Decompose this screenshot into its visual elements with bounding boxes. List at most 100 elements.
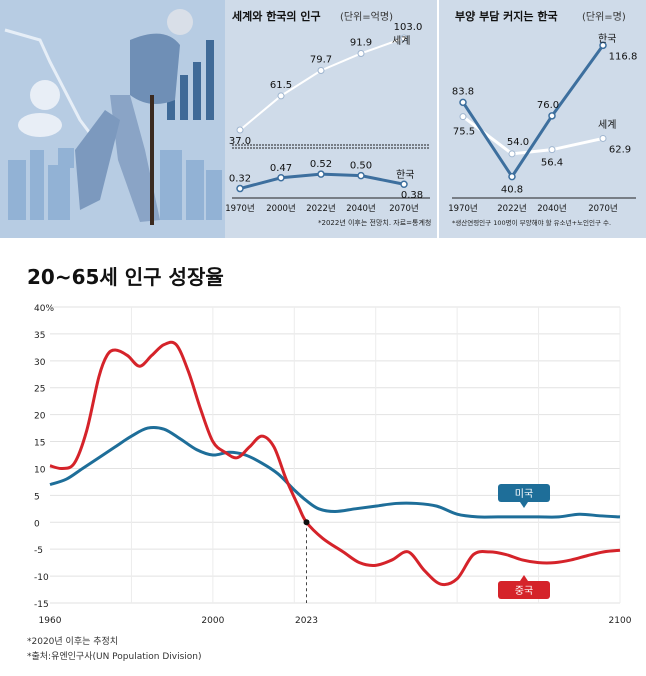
chart1-unit: (단위=억명)	[340, 10, 393, 23]
growth-chart-svg: 20~65세 인구 성장율 40%35302520151050-5-10-15 …	[27, 265, 632, 662]
chart2-korea-label: 83.8	[452, 86, 474, 97]
growth-y-tick: 30	[34, 358, 46, 368]
elderly-illustration	[0, 0, 225, 238]
top-infographic: 세계와 한국의 인구 (단위=억명) 37.0 61.5 79.7 91.9 103.0…	[0, 0, 646, 238]
top-charts-svg: 세계와 한국의 인구 (단위=억명) 37.0 61.5 79.7 91.9 103.0…	[0, 0, 638, 238]
chart1-title: 세계와 한국의 인구	[232, 9, 321, 23]
chart2-world-point	[508, 150, 516, 158]
usa-growth-line	[49, 425, 621, 519]
chart1-world-point	[400, 34, 408, 42]
bottom-chart-area: 20~65세 인구 성장율 40% 35 30 25 20 15 10 5 0 -5 -10 -15 …	[0, 238, 646, 676]
chart2-x-tick: 2070년	[588, 203, 617, 214]
chart1-x-tick: 2070년	[389, 203, 418, 214]
growth-grid	[50, 306, 621, 604]
annotation-2023-dot	[303, 519, 310, 526]
chart1-korea-label: 0.50	[350, 161, 372, 172]
chart2-world-point	[548, 146, 556, 154]
chart1-world-line	[239, 37, 405, 131]
chart2-korea-label: 40.8	[501, 185, 523, 196]
chart2-korea-point	[548, 112, 556, 120]
china-growth-line	[49, 340, 621, 587]
chart1-korea-series: 0.32 0.47 0.52 0.50 0.38	[229, 159, 423, 201]
chart1-korea-legend: 한국	[396, 169, 414, 181]
chart2-note: *생산연령인구 100명이 부양해야 할 유소년+노인인구 수.	[452, 218, 611, 227]
chart1-world-point	[277, 92, 285, 100]
chart1-world-point	[236, 126, 244, 134]
chart2-korea-point	[599, 41, 607, 50]
growth-y-tick: 35	[34, 331, 45, 341]
chart2-korea-series: 83.8 40.8 76.0 116.8	[452, 41, 638, 196]
chart2-unit: (단위=명)	[582, 10, 626, 23]
chart1-x-ticks: 1970년 2000년 2022년 2040년 2070년	[225, 203, 418, 214]
chart2-title: 부양 부담 커지는 한국	[455, 9, 558, 23]
chart2-korea-legend: 한국	[598, 33, 616, 45]
chart1-korea-point	[236, 184, 244, 193]
chart2-x-tick: 1970년	[448, 203, 477, 214]
chart2-world-line	[462, 115, 604, 156]
growth-y-tick: -5	[34, 546, 43, 556]
growth-x-tick: 2000	[201, 616, 224, 626]
chart1-world-label: 103.0	[394, 22, 423, 33]
growth-y-tick: -15	[34, 600, 49, 610]
growth-x-tick: 2100	[609, 616, 632, 626]
chart1-world-label: 91.9	[350, 37, 372, 48]
chart1-world-label: 37.0	[229, 136, 251, 147]
chart2-world-series: 75.5 54.0 56.4 62.9	[453, 113, 631, 169]
chart2-world-label: 75.5	[453, 127, 475, 138]
chart2-world-label: 54.0	[507, 137, 529, 148]
chart1-x-tick: 1970년	[225, 203, 254, 214]
chart1-world-series: 37.0 61.5 79.7 91.9 103.0	[229, 22, 422, 147]
chart1-korea-point	[277, 174, 285, 182]
growth-y-tick: -10	[34, 573, 49, 583]
chart1-world-point	[317, 66, 325, 74]
chart1-korea-label: 0.38	[401, 190, 423, 201]
chart2-x-ticks: 1970년 2022년 2040년 2070년	[448, 203, 617, 214]
chart1-x-tick: 2022년	[306, 203, 335, 214]
chart2-korea-point	[508, 172, 516, 181]
growth-y-tick: 40%	[34, 304, 54, 314]
chart1-note: *2022년 이후는 전망치. 자료=통계청	[318, 218, 431, 227]
chart1-korea-label: 0.32	[229, 174, 251, 185]
chart1-world-legend: 세계	[392, 35, 410, 47]
chart1-korea-label: 0.47	[270, 163, 292, 174]
chart2-world-legend: 세계	[598, 119, 616, 131]
chart2-world-label: 56.4	[541, 158, 563, 169]
growth-y-tick: 15	[34, 439, 45, 449]
chart2-x-tick: 2022년	[497, 203, 526, 214]
chart1-x-tick: 2000년	[266, 203, 295, 214]
growth-chart-title: 20~65세 인구 성장율	[27, 265, 224, 289]
note-estimate: *2020년 이후는 추정치	[27, 635, 118, 647]
growth-y-tick: 20	[34, 412, 46, 422]
chart2-korea-line	[461, 44, 605, 180]
chart2-korea-label: 76.0	[537, 100, 559, 111]
chart2-world-point	[459, 113, 467, 121]
growth-x-tick: 2023	[295, 616, 318, 626]
china-legend-label: 중국	[515, 585, 533, 597]
chart1-korea-point	[357, 171, 365, 180]
usa-legend-label: 미국	[515, 488, 533, 500]
note-source: *출처:유엔인구사(UN Population Division)	[27, 650, 202, 662]
growth-y-tick: 10	[34, 465, 46, 475]
growth-x-tick: 1960	[39, 616, 62, 626]
growth-y-ticks: 40% 35 30 25 20 15 10 5 0 -5 -10 -15	[34, 304, 54, 610]
chart2-world-point	[599, 134, 607, 142]
growth-x-ticks: 1960 2000 2023 2100	[39, 616, 632, 626]
chart2-korea-point	[459, 98, 467, 107]
growth-annotation	[303, 519, 310, 603]
chart2-world-label: 62.9	[609, 144, 631, 155]
growth-y-tick: 5	[34, 492, 40, 502]
growth-y-tick: 25	[34, 385, 45, 395]
chart2-korea-label: 116.8	[609, 51, 638, 62]
chart1-world-label: 61.5	[270, 80, 292, 91]
chart2-x-tick: 2040년	[537, 203, 566, 214]
chart1-korea-label: 0.52	[310, 159, 332, 170]
chart1-world-label: 79.7	[310, 54, 332, 65]
usa-legend-badge: 미국	[498, 484, 550, 508]
china-legend-badge: 중국	[498, 575, 550, 599]
chart1-world-point	[357, 49, 365, 57]
growth-y-tick: 0	[34, 519, 40, 529]
chart1-x-tick: 2040년	[346, 203, 375, 214]
growth-series	[49, 340, 621, 587]
chart1-korea-point	[317, 170, 325, 178]
chart1-korea-point	[400, 180, 408, 188]
